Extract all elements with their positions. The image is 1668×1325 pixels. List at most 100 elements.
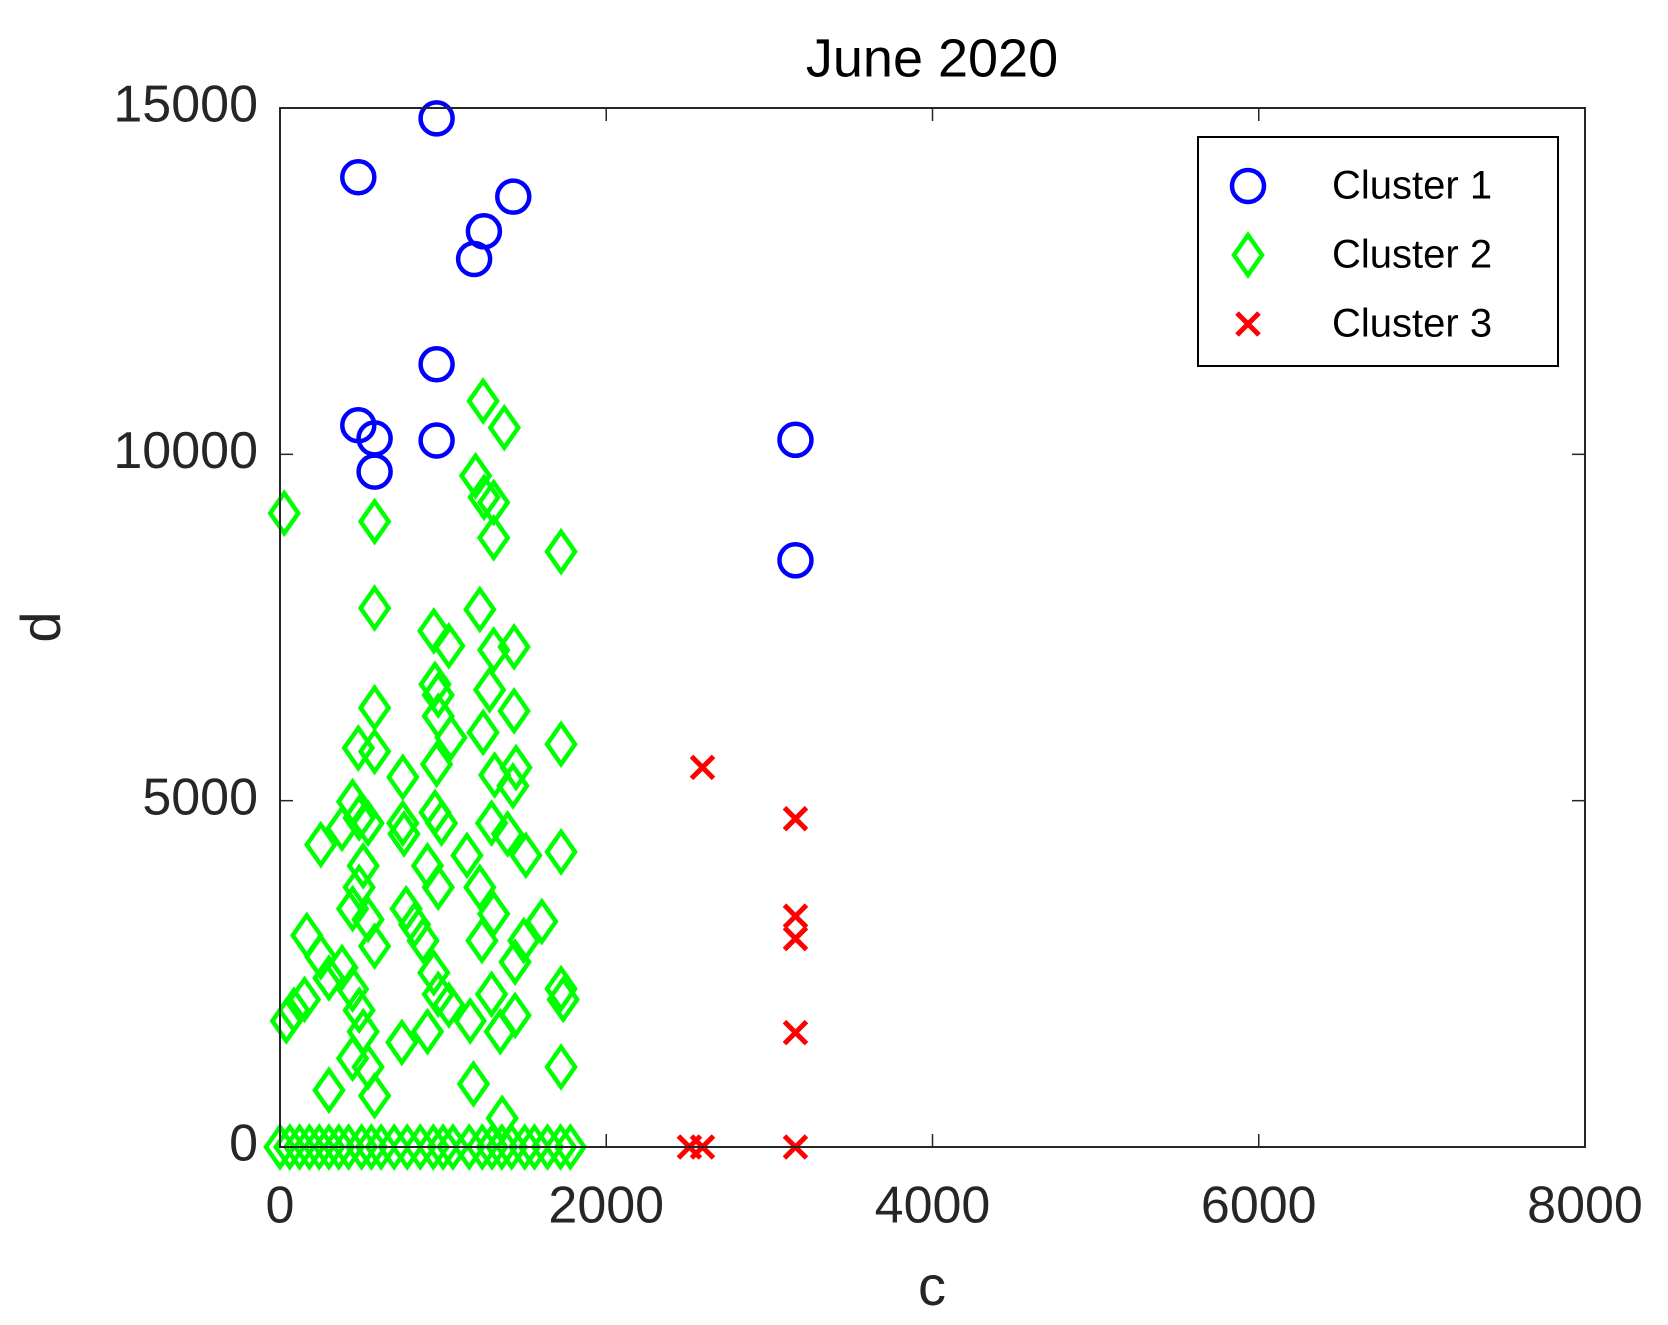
point xyxy=(346,1007,380,1056)
point xyxy=(325,804,359,853)
point xyxy=(466,377,500,425)
point xyxy=(385,1018,419,1067)
point xyxy=(525,897,559,946)
point xyxy=(476,513,511,562)
point xyxy=(455,240,493,278)
x-axis-label: c xyxy=(918,1254,946,1317)
point xyxy=(357,922,392,971)
point xyxy=(530,1123,565,1171)
point xyxy=(476,626,511,674)
point xyxy=(357,1071,392,1120)
plot-area xyxy=(263,100,814,1171)
point xyxy=(321,1123,356,1171)
x-tick-label: 0 xyxy=(266,1177,295,1235)
point xyxy=(517,1123,552,1171)
point xyxy=(476,478,511,527)
point xyxy=(777,542,814,579)
y-tick-label: 10000 xyxy=(113,422,258,480)
point xyxy=(364,1123,398,1171)
point xyxy=(387,809,421,858)
point xyxy=(782,925,809,952)
point xyxy=(340,159,377,196)
point xyxy=(544,828,578,876)
point xyxy=(269,997,304,1045)
y-tick-label: 15000 xyxy=(113,76,258,134)
legend-marker xyxy=(1229,167,1267,205)
point xyxy=(496,761,530,810)
y-axis-label: d xyxy=(9,611,72,642)
point xyxy=(498,991,532,1040)
point xyxy=(689,754,716,781)
point xyxy=(485,1094,519,1143)
point xyxy=(351,895,385,944)
point xyxy=(509,831,543,880)
point xyxy=(356,453,393,490)
legend-label: Cluster 1 xyxy=(1332,164,1492,208)
point xyxy=(342,794,376,842)
legend-label: Cluster 2 xyxy=(1332,233,1492,277)
point xyxy=(421,863,455,912)
point xyxy=(342,986,376,1035)
point xyxy=(403,1123,438,1171)
point xyxy=(312,1066,346,1115)
point xyxy=(377,1123,411,1171)
point xyxy=(406,916,440,965)
point xyxy=(472,665,507,714)
point xyxy=(452,1123,486,1171)
x-tick-label: 6000 xyxy=(1201,1177,1317,1235)
point xyxy=(335,965,370,1013)
point xyxy=(544,720,578,769)
point xyxy=(426,1123,460,1171)
point xyxy=(544,527,578,576)
point xyxy=(357,497,392,546)
x-tick-label: 2000 xyxy=(548,1177,664,1235)
point xyxy=(467,473,501,522)
point xyxy=(487,403,522,452)
point xyxy=(434,713,468,762)
point xyxy=(342,863,376,912)
point xyxy=(463,863,497,912)
point xyxy=(418,422,455,459)
point xyxy=(456,1060,491,1108)
point xyxy=(304,820,338,869)
point xyxy=(497,687,531,735)
point xyxy=(357,584,392,633)
point xyxy=(498,938,532,986)
point xyxy=(346,841,380,890)
point xyxy=(463,585,497,634)
point xyxy=(267,489,301,538)
point xyxy=(546,975,580,1024)
point xyxy=(553,1123,588,1171)
point xyxy=(312,954,346,1002)
point xyxy=(357,683,392,732)
x-tick-label: 8000 xyxy=(1527,1177,1643,1235)
point xyxy=(458,451,493,500)
point xyxy=(386,799,420,848)
point xyxy=(432,621,466,670)
point xyxy=(417,607,451,655)
legend-marker xyxy=(1231,231,1265,279)
point xyxy=(494,1123,529,1171)
point xyxy=(421,671,455,719)
legend-marker xyxy=(1235,311,1261,337)
point xyxy=(490,809,525,858)
point xyxy=(495,178,532,215)
point xyxy=(507,1123,542,1171)
point xyxy=(424,799,459,848)
point xyxy=(543,1123,578,1171)
point xyxy=(418,100,455,137)
legend: Cluster 1 Cluster 2 Cluster 3 xyxy=(1197,136,1559,367)
point xyxy=(290,911,324,960)
point xyxy=(418,346,455,383)
point xyxy=(351,799,385,848)
point xyxy=(777,421,814,459)
point xyxy=(386,753,420,802)
point xyxy=(499,743,533,792)
point xyxy=(304,932,338,981)
y-tick-label: 5000 xyxy=(142,768,258,826)
point xyxy=(465,916,499,965)
point xyxy=(544,964,578,1013)
point xyxy=(335,884,370,933)
point xyxy=(335,1034,370,1083)
